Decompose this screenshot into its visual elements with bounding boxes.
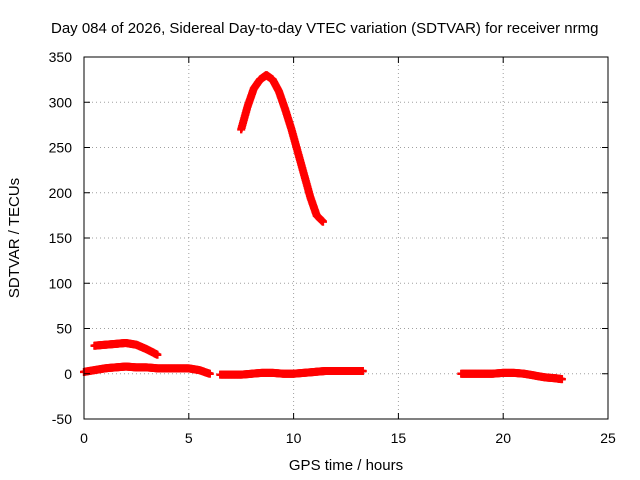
x-axis-label: GPS time / hours	[289, 457, 403, 474]
data-point-marker	[318, 217, 327, 226]
y-tick-label: 100	[49, 275, 73, 291]
series-seg-b	[90, 338, 162, 359]
series-seg-a	[80, 362, 214, 378]
y-tick-label: 50	[56, 321, 72, 337]
y-tick-label: 250	[49, 140, 73, 156]
data-point-marker	[205, 369, 214, 378]
y-tick-label: 300	[49, 94, 73, 110]
x-tick-label: 15	[391, 430, 407, 446]
series-seg-c	[216, 367, 367, 379]
chart-title: Day 084 of 2026, Sidereal Day-to-day VTE…	[51, 20, 598, 37]
x-tick-label: 5	[185, 430, 193, 446]
data-markers	[80, 71, 566, 384]
x-axis-ticks: 0 5 10 15 20 25	[80, 57, 616, 446]
x-tick-label: 0	[80, 430, 88, 446]
y-tick-label: 350	[49, 49, 73, 65]
y-tick-label: -50	[52, 411, 72, 427]
y-tick-label: 0	[64, 366, 72, 382]
series-seg-d	[237, 71, 327, 226]
x-tick-label: 20	[495, 430, 511, 446]
series-seg-e	[457, 368, 566, 384]
y-tick-label: 150	[49, 230, 73, 246]
data-point-marker	[358, 367, 367, 376]
x-tick-label: 25	[600, 430, 616, 446]
data-point-marker	[557, 375, 566, 384]
y-axis-ticks: -50 0 50 100 150 200 250 300 350	[49, 49, 608, 427]
data-point-marker	[153, 350, 162, 359]
x-tick-label: 10	[286, 430, 302, 446]
y-axis-label: SDTVAR / TECUs	[6, 178, 23, 298]
y-tick-label: 200	[49, 185, 73, 201]
grid	[84, 57, 608, 419]
